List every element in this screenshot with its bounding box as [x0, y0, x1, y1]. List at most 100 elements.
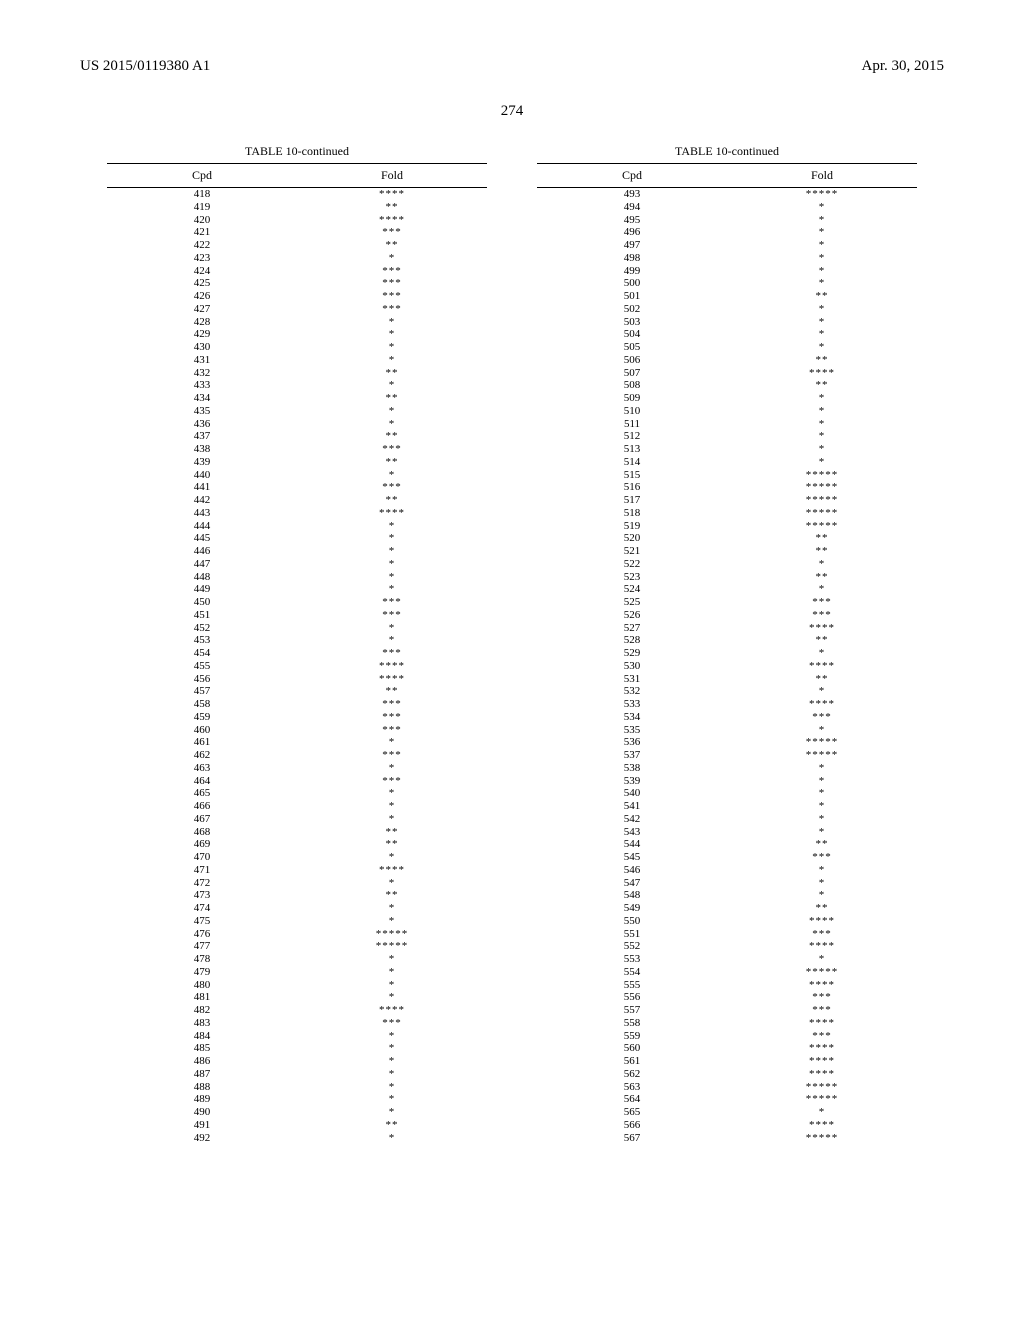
cpd-cell: 531	[537, 673, 727, 686]
fold-cell: **	[727, 838, 917, 851]
cpd-cell: 457	[107, 685, 297, 698]
fold-cell: *	[727, 762, 917, 775]
cpd-cell: 468	[107, 826, 297, 839]
table-row: 445*	[107, 532, 487, 545]
table-row: 566****	[537, 1119, 917, 1132]
fold-cell: *	[297, 979, 487, 992]
table-row: 532*	[537, 685, 917, 698]
cpd-cell: 503	[537, 316, 727, 329]
cpd-cell: 560	[537, 1042, 727, 1055]
table-row: 540*	[537, 787, 917, 800]
cpd-cell: 439	[107, 456, 297, 469]
fold-cell: *	[297, 379, 487, 392]
fold-cell: *****	[727, 520, 917, 533]
table-row: 451***	[107, 609, 487, 622]
table-head-right: Cpd Fold	[537, 163, 917, 188]
fold-cell: *****	[727, 1093, 917, 1106]
table-row: 509*	[537, 392, 917, 405]
cpd-cell: 508	[537, 379, 727, 392]
table-body-left: 418****419**420****421***422**423*424***…	[107, 188, 487, 1144]
fold-cell: ****	[297, 1004, 487, 1017]
cpd-cell: 551	[537, 928, 727, 941]
table-row: 542*	[537, 813, 917, 826]
cpd-cell: 537	[537, 749, 727, 762]
cpd-cell: 499	[537, 265, 727, 278]
table-row: 440*	[107, 469, 487, 482]
cpd-cell: 473	[107, 889, 297, 902]
fold-cell: *	[297, 1030, 487, 1043]
table-row: 529*	[537, 647, 917, 660]
fold-cell: *****	[727, 481, 917, 494]
cpd-cell: 465	[107, 787, 297, 800]
table-row: 537*****	[537, 749, 917, 762]
table-row: 461*	[107, 736, 487, 749]
fold-cell: *	[297, 877, 487, 890]
fold-cell: *****	[727, 749, 917, 762]
table-row: 563*****	[537, 1081, 917, 1094]
fold-cell: *	[297, 736, 487, 749]
fold-cell: *	[297, 762, 487, 775]
fold-cell: ***	[297, 443, 487, 456]
fold-cell: *	[727, 583, 917, 596]
fold-cell: **	[727, 379, 917, 392]
cpd-cell: 463	[107, 762, 297, 775]
cpd-cell: 530	[537, 660, 727, 673]
fold-cell: *	[297, 1081, 487, 1094]
cpd-cell: 556	[537, 991, 727, 1004]
table-row: 524*	[537, 583, 917, 596]
fold-cell: *	[727, 787, 917, 800]
cpd-cell: 425	[107, 277, 297, 290]
table-row: 472*	[107, 877, 487, 890]
table-row: 510*	[537, 405, 917, 418]
fold-cell: *****	[727, 736, 917, 749]
cpd-cell: 516	[537, 481, 727, 494]
fold-cell: *	[297, 902, 487, 915]
cpd-cell: 460	[107, 724, 297, 737]
table-row: 500*	[537, 277, 917, 290]
cpd-cell: 441	[107, 481, 297, 494]
table-row: 489*	[107, 1093, 487, 1106]
cpd-cell: 532	[537, 685, 727, 698]
fold-cell: *	[727, 877, 917, 890]
cpd-cell: 521	[537, 545, 727, 558]
table-row: 450***	[107, 596, 487, 609]
table-row: 531**	[537, 673, 917, 686]
fold-cell: ****	[727, 698, 917, 711]
fold-cell: **	[297, 201, 487, 214]
fold-cell: *	[727, 813, 917, 826]
cpd-cell: 429	[107, 328, 297, 341]
fold-cell: **	[727, 545, 917, 558]
table-row: 530****	[537, 660, 917, 673]
cpd-cell: 561	[537, 1055, 727, 1068]
fold-cell: ***	[297, 698, 487, 711]
fold-cell: *	[297, 354, 487, 367]
cpd-cell: 519	[537, 520, 727, 533]
cpd-cell: 476	[107, 928, 297, 941]
fold-cell: ****	[727, 367, 917, 380]
cpd-cell: 491	[107, 1119, 297, 1132]
cpd-cell: 547	[537, 877, 727, 890]
fold-cell: *	[727, 826, 917, 839]
fold-cell: *****	[727, 507, 917, 520]
fold-cell: ***	[297, 647, 487, 660]
cpd-cell: 496	[537, 226, 727, 239]
table-row: 515*****	[537, 469, 917, 482]
table-row: 430*	[107, 341, 487, 354]
fold-cell: *	[297, 418, 487, 431]
fold-cell: *	[727, 685, 917, 698]
fold-cell: ****	[727, 622, 917, 635]
fold-cell: ***	[297, 481, 487, 494]
fold-cell: ***	[727, 596, 917, 609]
table-row: 465*	[107, 787, 487, 800]
fold-cell: *	[297, 634, 487, 647]
cpd-cell: 563	[537, 1081, 727, 1094]
table-row: 483***	[107, 1017, 487, 1030]
table-row: 551***	[537, 928, 917, 941]
cpd-cell: 471	[107, 864, 297, 877]
cpd-cell: 510	[537, 405, 727, 418]
fold-cell: *	[727, 443, 917, 456]
cpd-cell: 437	[107, 430, 297, 443]
table-row: 460***	[107, 724, 487, 737]
table-row: 558****	[537, 1017, 917, 1030]
cpd-cell: 447	[107, 558, 297, 571]
